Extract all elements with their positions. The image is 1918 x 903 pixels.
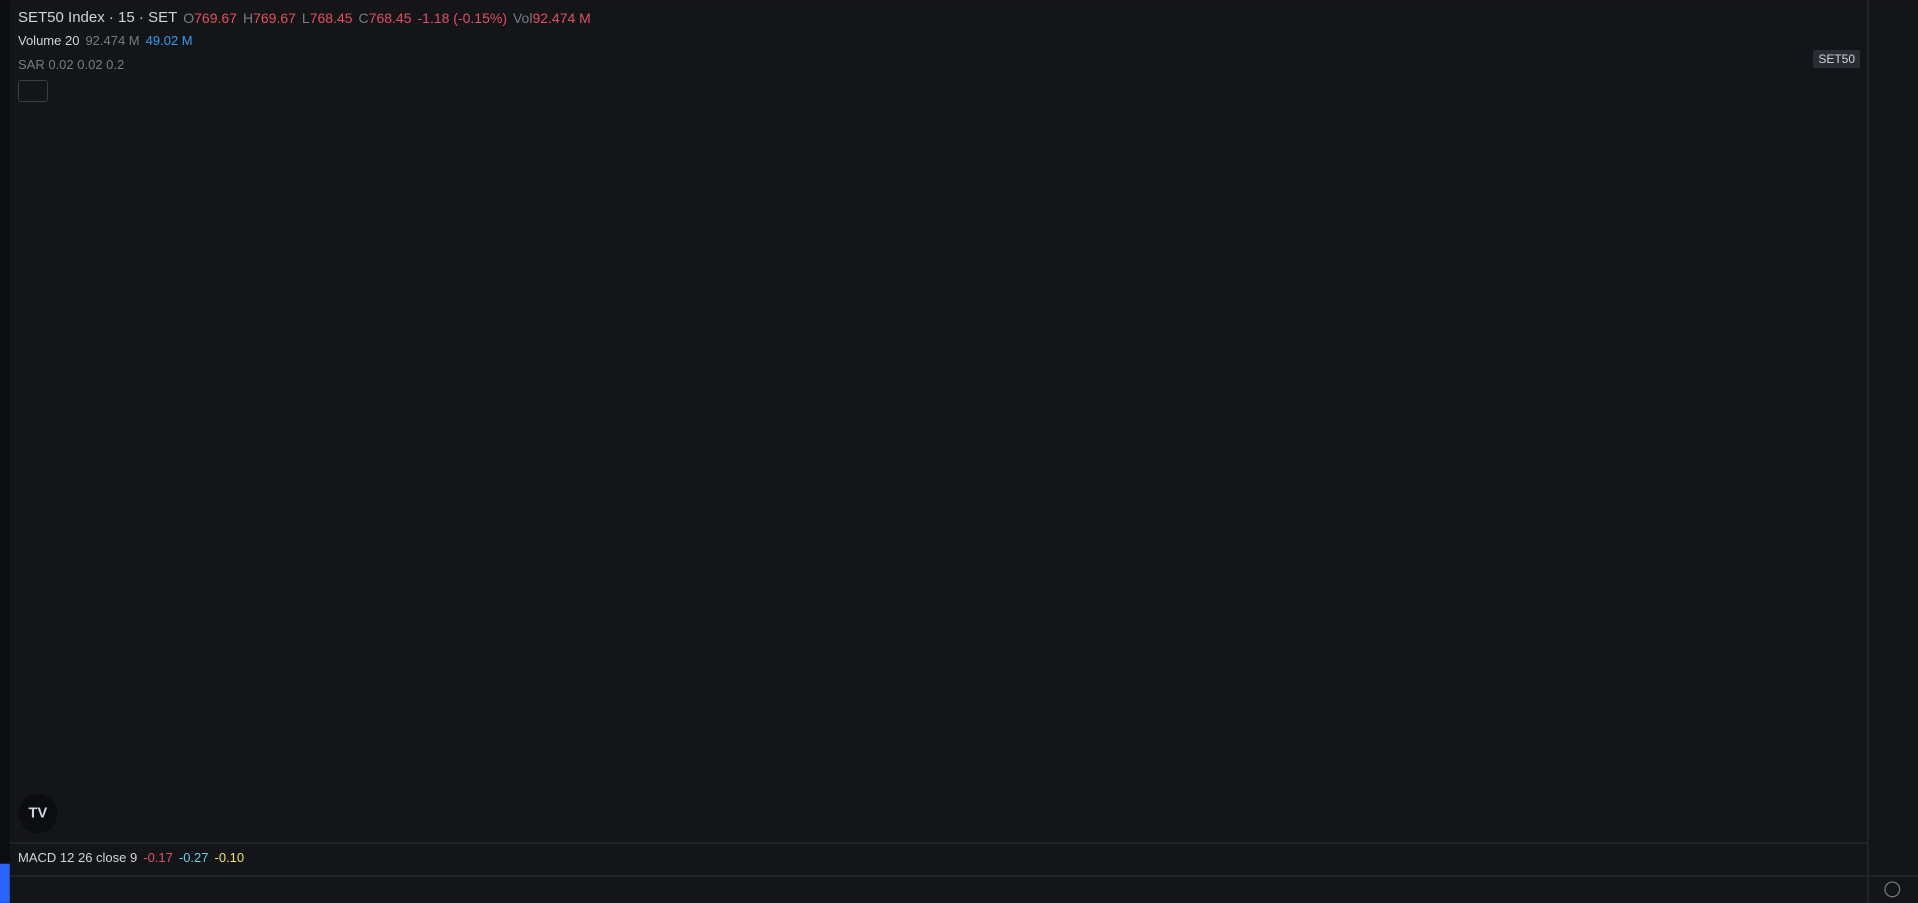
volume-ma-value: 49.02 M xyxy=(145,33,193,48)
volume-study: Volume 20 xyxy=(18,33,80,48)
header-row: SET50 Index · 15 · SET O769.67 H769.67 L… xyxy=(18,9,591,26)
o-label: O xyxy=(183,9,195,26)
logo[interactable] xyxy=(18,794,58,834)
symbol: SET50 Index · 15 · SET xyxy=(18,9,178,26)
vol-label: Vol xyxy=(512,9,533,26)
h-label: H xyxy=(242,9,254,26)
left-toolbar xyxy=(0,0,10,903)
sar-study[interactable]: SAR 0.02 0.02 0.2 xyxy=(18,57,125,72)
sar-row: SAR 0.02 0.02 0.2 xyxy=(18,57,124,72)
volume-value: 92.474 M xyxy=(85,33,140,48)
c-label: C xyxy=(358,9,369,26)
logo-mark: TV xyxy=(29,805,48,821)
signal: -0.27 xyxy=(178,850,209,865)
vol: 92.474 M xyxy=(532,9,591,26)
c: 768.45 xyxy=(368,9,412,26)
macd: -0.17 xyxy=(143,850,173,865)
h: 769.67 xyxy=(253,9,296,26)
hist: -0.10 xyxy=(214,850,245,865)
volume-row: Volume 20 92.474 M 49.02 M xyxy=(18,33,193,48)
macd-study: MACD 12 26 close 9 xyxy=(18,850,138,865)
toolbar-handle xyxy=(0,863,10,903)
change: -1.18 (-0.15%) xyxy=(417,9,507,26)
l: 768.45 xyxy=(309,9,353,26)
settings-icon[interactable] xyxy=(1884,881,1901,898)
o: 769.67 xyxy=(194,9,237,26)
symbol-badge: SET50 xyxy=(1813,50,1860,68)
l-label: L xyxy=(301,9,310,26)
macd-row: MACD 12 26 close 9 -0.17 -0.27 -0.10 xyxy=(18,850,244,865)
collapse-button[interactable] xyxy=(18,80,48,102)
